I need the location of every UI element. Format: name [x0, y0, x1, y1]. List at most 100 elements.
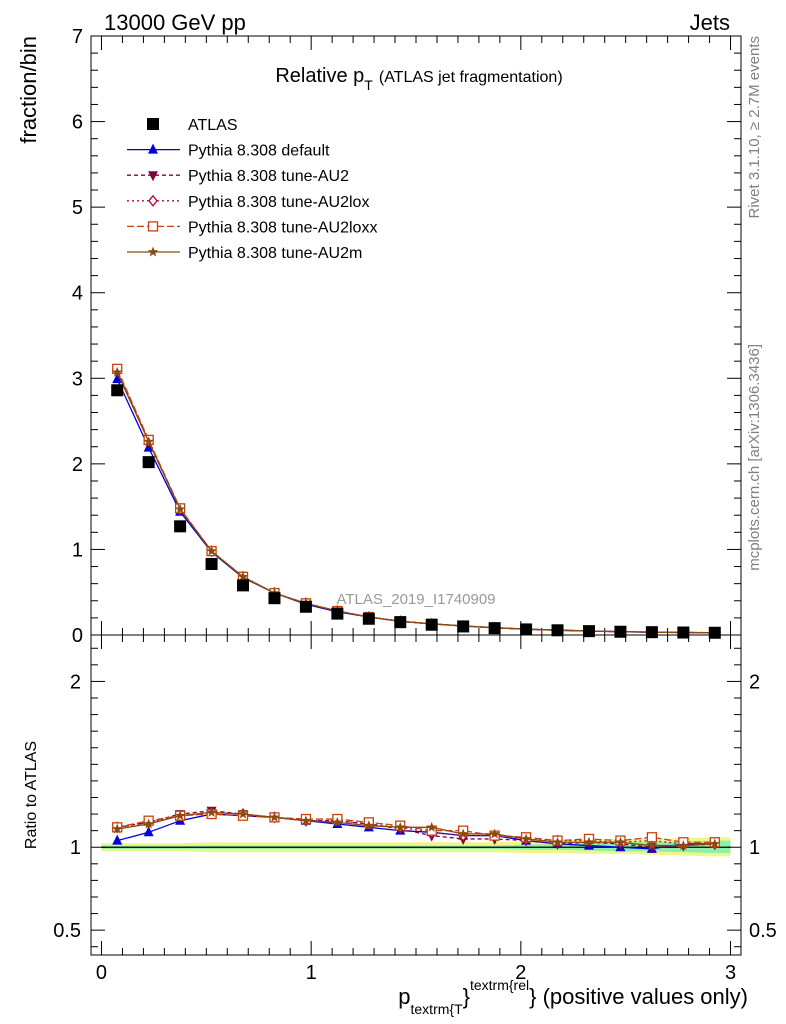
legend-label-atlas: ATLAS — [188, 117, 238, 134]
header-left: 13000 GeV pp — [104, 10, 246, 35]
main-title-text: Relative p — [275, 65, 364, 87]
point-atlas — [237, 579, 250, 592]
xlabel-note: } (positive values only) — [529, 984, 748, 1009]
ratio-point-au2m — [457, 828, 469, 839]
xtick-label: 1 — [306, 962, 317, 984]
point-au2m — [143, 436, 154, 447]
rivet-label: Rivet 3.1.10, ≥ 2.7M events — [746, 36, 763, 219]
main-ytick-label: 1 — [72, 539, 83, 561]
ratio-ytick-label-left: 0.5 — [53, 920, 81, 942]
legend-label-au2: Pythia 8.308 tune-AU2 — [188, 168, 349, 185]
point-atlas — [708, 626, 721, 639]
ratio-point-default — [143, 826, 154, 837]
ratio-point-au2m — [552, 836, 563, 847]
point-au2m — [174, 503, 186, 514]
main-ylabel: fraction/bin — [16, 36, 41, 144]
main-ytick-label: 5 — [72, 197, 83, 219]
point-atlas — [520, 623, 533, 636]
ratio-point-au2m — [269, 811, 280, 822]
ratio-point-au2m — [237, 808, 249, 819]
ratio-point-au2m — [583, 836, 595, 847]
legend-label-default: Pythia 8.308 default — [188, 143, 330, 160]
point-au2m — [237, 571, 249, 582]
point-atlas — [111, 384, 124, 397]
ratio-ytick-label-left: 1 — [70, 837, 81, 859]
ratio-ylabel: Ratio to ATLAS — [23, 741, 40, 849]
point-atlas — [425, 618, 438, 631]
ratio-point-au2m — [426, 821, 437, 832]
ratio-point-au2m — [678, 840, 689, 851]
ratio-point-au2m — [489, 828, 500, 839]
point-atlas — [331, 607, 344, 620]
legend-marker-au2loxx — [147, 221, 159, 232]
point-atlas — [205, 557, 218, 570]
point-atlas — [488, 622, 501, 635]
ratio-point-au2m — [395, 821, 406, 832]
point-au2m — [111, 366, 123, 377]
legend-item-atlas: ATLAS — [147, 117, 238, 134]
main-ytick-label: 3 — [72, 368, 83, 390]
ratio-point-au2m — [111, 823, 123, 834]
legend-item-default: Pythia 8.308 default — [127, 143, 330, 160]
point-atlas — [142, 456, 155, 469]
ratio-point-au2m — [520, 833, 532, 844]
legend-marker-atlas — [147, 118, 159, 130]
ratio-line-au2loxx — [117, 813, 715, 843]
main-title-sub: T — [364, 77, 373, 93]
ratio-ytick-label-right: 1 — [749, 837, 760, 859]
ratio-point-default — [112, 834, 123, 845]
xlabel-sup: textrm{rel — [470, 977, 529, 993]
ratio-plot: 0.5 0.5 1 1 2 2 0 1 2 3 — [53, 634, 777, 984]
point-atlas — [582, 625, 595, 638]
ratio-series-au2m — [111, 806, 721, 851]
main-ytick-label: 7 — [72, 26, 83, 48]
legend-item-au2lox: Pythia 8.308 tune-AU2lox — [127, 194, 369, 211]
xlabel-p: p — [398, 984, 410, 1009]
ratio-point-au2m — [709, 838, 721, 849]
ratio-point-au2m — [300, 815, 312, 826]
legend-item-au2m: Pythia 8.308 tune-AU2m — [127, 245, 362, 262]
ratio-point-au2m — [206, 806, 217, 817]
legend-marker-default — [148, 143, 158, 154]
ratio-point-au2m — [646, 840, 658, 851]
xlabel-close: } — [463, 984, 470, 1009]
point-atlas — [268, 592, 281, 605]
legend-label-au2loxx: Pythia 8.308 tune-AU2loxx — [188, 219, 377, 236]
xtick-label: 2 — [515, 962, 526, 984]
legend: ATLAS Pythia 8.308 default Pythia 8.308 tu… — [127, 117, 377, 262]
ratio-ytick-label-left: 2 — [70, 671, 81, 693]
point-atlas — [677, 626, 690, 639]
point-atlas — [174, 520, 187, 533]
xlabel-sub: textrm{T — [411, 1001, 464, 1017]
legend-marker-au2lox — [148, 194, 158, 207]
main-ytick-label: 4 — [72, 283, 83, 305]
point-au2m — [206, 545, 217, 556]
legend-marker-au2 — [148, 171, 158, 182]
main-ytick-label: 2 — [72, 454, 83, 476]
header-right: Jets — [690, 10, 730, 35]
legend-item-au2loxx: Pythia 8.308 tune-AU2loxx — [127, 219, 377, 236]
point-atlas — [645, 626, 658, 639]
ratio-point-au2m — [143, 818, 154, 829]
point-default — [112, 373, 123, 384]
legend-label-au2m: Pythia 8.308 tune-AU2m — [188, 245, 362, 262]
series-atlas — [111, 384, 721, 639]
analysis-watermark: ATLAS_2019_I1740909 — [336, 591, 495, 608]
ratio-ytick-label-right: 0.5 — [749, 920, 777, 942]
ratio-line-au2 — [117, 810, 715, 848]
point-atlas — [394, 616, 407, 629]
ratio-line-au2m — [117, 811, 715, 847]
main-ytick-label: 6 — [72, 112, 83, 134]
x-axis-label: ptextrm{T}textrm{rel} (positive values o… — [398, 977, 748, 1017]
ratio-frame — [90, 634, 742, 956]
main-title: Relative pT (ATLAS jet fragmentation) — [275, 65, 562, 93]
point-atlas — [362, 612, 375, 625]
main-plot: 0 1 2 3 4 5 6 7 — [72, 26, 742, 647]
point-atlas — [299, 600, 312, 613]
ratio-point-au2m — [615, 836, 626, 847]
legend-marker-au2m — [147, 246, 159, 257]
main-title-note: (ATLAS jet fragmentation) — [379, 69, 563, 86]
ratio-ytick-label-right: 2 — [749, 671, 760, 693]
mcplots-label: mcplots.cern.ch [arXiv:1306.3436] — [746, 344, 763, 571]
